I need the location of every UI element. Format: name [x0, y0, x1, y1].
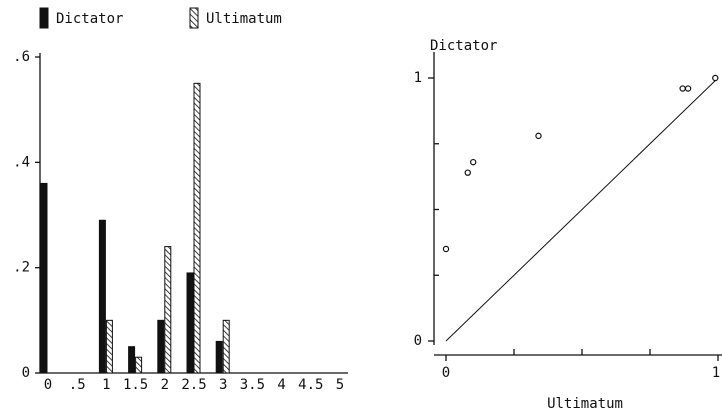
bar — [40, 182, 48, 374]
y-tick-label: 0 — [414, 333, 422, 349]
bar — [186, 272, 194, 374]
x-tick-label: 0 — [442, 365, 450, 381]
x-tick-label: 3.5 — [240, 377, 265, 393]
y-tick-label: .6 — [13, 49, 30, 65]
point — [684, 85, 692, 92]
bar — [222, 319, 230, 374]
point — [464, 169, 471, 176]
x-axis-title: Ultimatum — [547, 396, 623, 412]
y-axis-title: Dictator — [430, 38, 497, 54]
x-tick-label: .5 — [69, 377, 86, 393]
x-tick-label: 3 — [219, 377, 227, 393]
x-tick-label: 5 — [336, 377, 344, 393]
point — [470, 158, 477, 166]
x-tick-label: 1 — [102, 377, 110, 393]
y-tick-label: .2 — [13, 260, 30, 276]
x-tick-label: 1.5 — [123, 377, 148, 393]
point — [442, 245, 450, 253]
y-tick-label: 0 — [22, 365, 30, 381]
point — [535, 132, 542, 140]
bar — [157, 319, 165, 374]
bar — [135, 356, 143, 374]
legend-swatch — [39, 7, 49, 29]
legend-label: Dictator — [56, 11, 123, 27]
x-tick-label: 2 — [161, 377, 169, 393]
x-tick-label: 2.5 — [181, 377, 206, 393]
x-tick-label: 4 — [277, 377, 285, 393]
x-tick-label: 4.5 — [298, 377, 323, 393]
bar — [164, 246, 172, 374]
bar — [105, 319, 113, 374]
bar — [193, 82, 201, 374]
legend-swatch — [189, 7, 199, 29]
bar — [128, 346, 136, 374]
y-tick-label: 1 — [414, 70, 422, 86]
bar — [98, 219, 106, 374]
x-tick-label: 1 — [712, 365, 720, 381]
reference-line — [445, 77, 719, 342]
point — [712, 74, 719, 82]
y-tick-label: .4 — [13, 154, 30, 170]
legend-label: Ultimatum — [206, 11, 282, 27]
x-tick-label: 0 — [44, 377, 52, 393]
bar — [215, 340, 223, 374]
point — [679, 85, 686, 92]
